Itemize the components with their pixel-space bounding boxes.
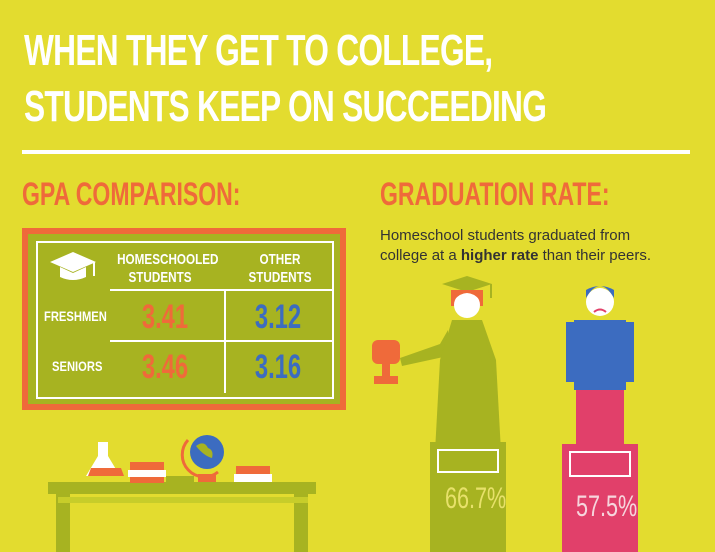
grid-line [110, 289, 332, 291]
emphasis: higher rate [460, 247, 539, 264]
row-label: FRESHMEN [44, 308, 107, 324]
rate-label: 66.7% [445, 482, 507, 515]
gpa-value: 3.46 [141, 348, 189, 386]
row-label: SENIORS [52, 358, 103, 374]
grid-line [224, 289, 226, 393]
grid-line [110, 340, 332, 342]
column-header: OTHER STUDENTS [248, 251, 312, 286]
gpa-value: 3.16 [254, 348, 302, 386]
text: than their peers. [538, 247, 651, 264]
text: Homeschool students graduated from colle… [380, 227, 631, 264]
description: Homeschool students graduated from colle… [380, 226, 680, 266]
title-line: WHEN THEY GET TO COLLEGE, [24, 26, 493, 75]
column-header: HOMESCHOOLED STUDENTS [117, 251, 219, 286]
section-title: GPA COMPARISON: [22, 176, 241, 212]
rate-label: 57.5% [576, 490, 638, 523]
gpa-value: 3.12 [254, 298, 302, 336]
cap-icon [50, 252, 96, 280]
title-line: STUDENTS KEEP ON SUCCEEDING [24, 82, 547, 131]
section-title: GRADUATION RATE: [380, 176, 610, 212]
board-frame [36, 241, 334, 399]
divider [22, 150, 690, 154]
gpa-value: 3.41 [141, 298, 189, 336]
